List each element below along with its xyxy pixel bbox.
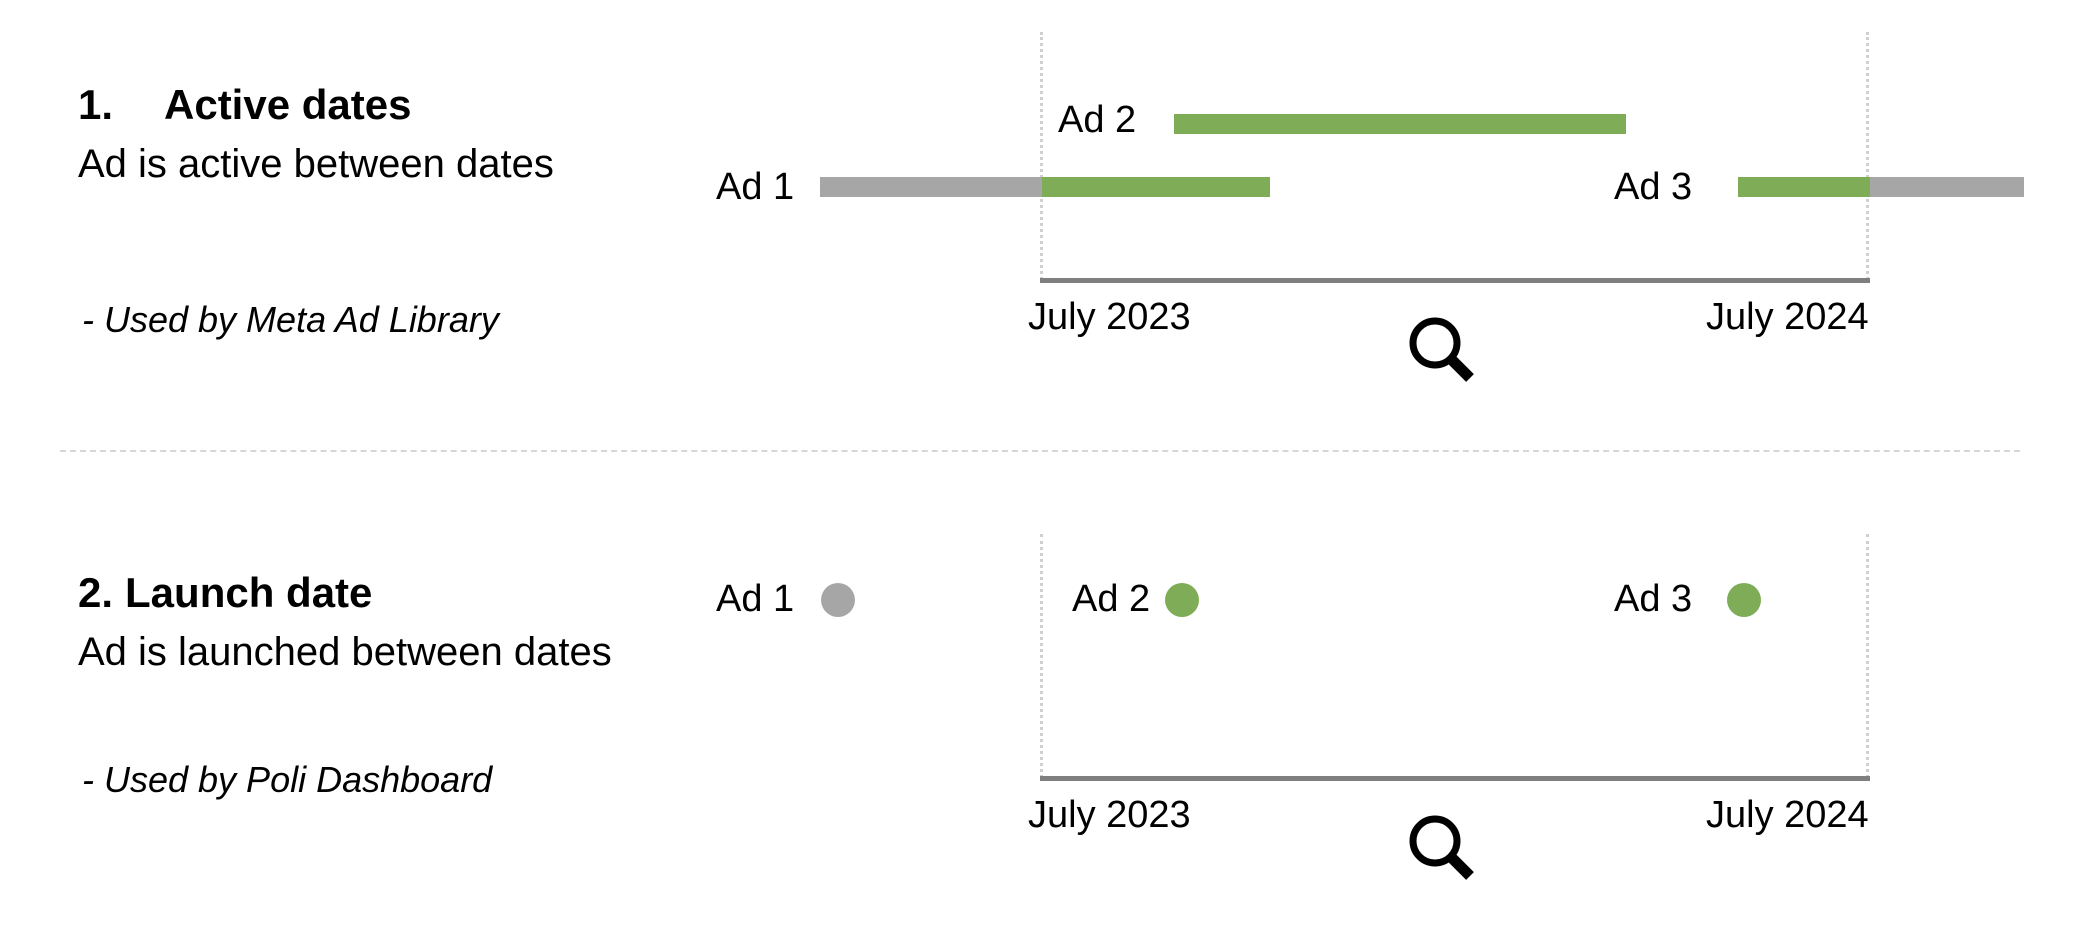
timeline-axis bbox=[1040, 776, 1870, 781]
ad-2-active-bar bbox=[1174, 114, 1626, 134]
ad-label: Ad 2 bbox=[1058, 99, 1137, 141]
section-number: 1. bbox=[78, 81, 114, 128]
ad-label: Ad 1 bbox=[716, 578, 795, 620]
start-date-guide bbox=[1040, 534, 1043, 778]
section-description: Ad is launched between dates bbox=[78, 630, 612, 674]
end-date-guide bbox=[1866, 534, 1869, 778]
ad-label: Ad 3 bbox=[1614, 166, 1693, 208]
start-date-guide bbox=[1040, 32, 1043, 280]
ad-label: Ad 2 bbox=[1072, 578, 1151, 620]
axis-end-label: July 2024 bbox=[1706, 794, 1869, 836]
ad-3-inactive-bar bbox=[1870, 177, 2024, 197]
section-description: Ad is active between dates bbox=[78, 142, 554, 186]
ad-label: Ad 1 bbox=[716, 166, 795, 208]
ad-3-active-bar bbox=[1738, 177, 1870, 197]
timeline-axis bbox=[1040, 278, 1870, 283]
section-heading: 2. Launch date bbox=[78, 572, 372, 614]
magnifier-icon bbox=[1402, 310, 1482, 390]
used-by-note: - Used by Poli Dashboard bbox=[82, 759, 493, 800]
section-divider bbox=[60, 450, 2020, 452]
magnifier-icon bbox=[1402, 808, 1482, 888]
section-heading: 1. Active dates bbox=[78, 84, 411, 126]
used-by-note: - Used by Meta Ad Library bbox=[82, 299, 499, 340]
ad-1-active-bar bbox=[1042, 177, 1270, 197]
section-number: 2. bbox=[78, 569, 114, 616]
ad-label: Ad 3 bbox=[1614, 578, 1693, 620]
launch-date-section: 2. Launch date Ad is launched between dat… bbox=[0, 450, 2080, 936]
ad-2-launch-dot bbox=[1165, 583, 1199, 617]
active-dates-section: 1. Active dates Ad is active between date… bbox=[0, 0, 2080, 450]
section-title: Active dates bbox=[164, 81, 412, 128]
ad-1-launch-dot bbox=[821, 583, 855, 617]
section-title: Launch date bbox=[125, 569, 373, 616]
axis-start-label: July 2023 bbox=[1028, 296, 1191, 338]
axis-start-label: July 2023 bbox=[1028, 794, 1191, 836]
end-date-guide bbox=[1866, 32, 1869, 280]
axis-end-label: July 2024 bbox=[1706, 296, 1869, 338]
ad-1-inactive-bar bbox=[820, 177, 1042, 197]
ad-3-launch-dot bbox=[1727, 583, 1761, 617]
